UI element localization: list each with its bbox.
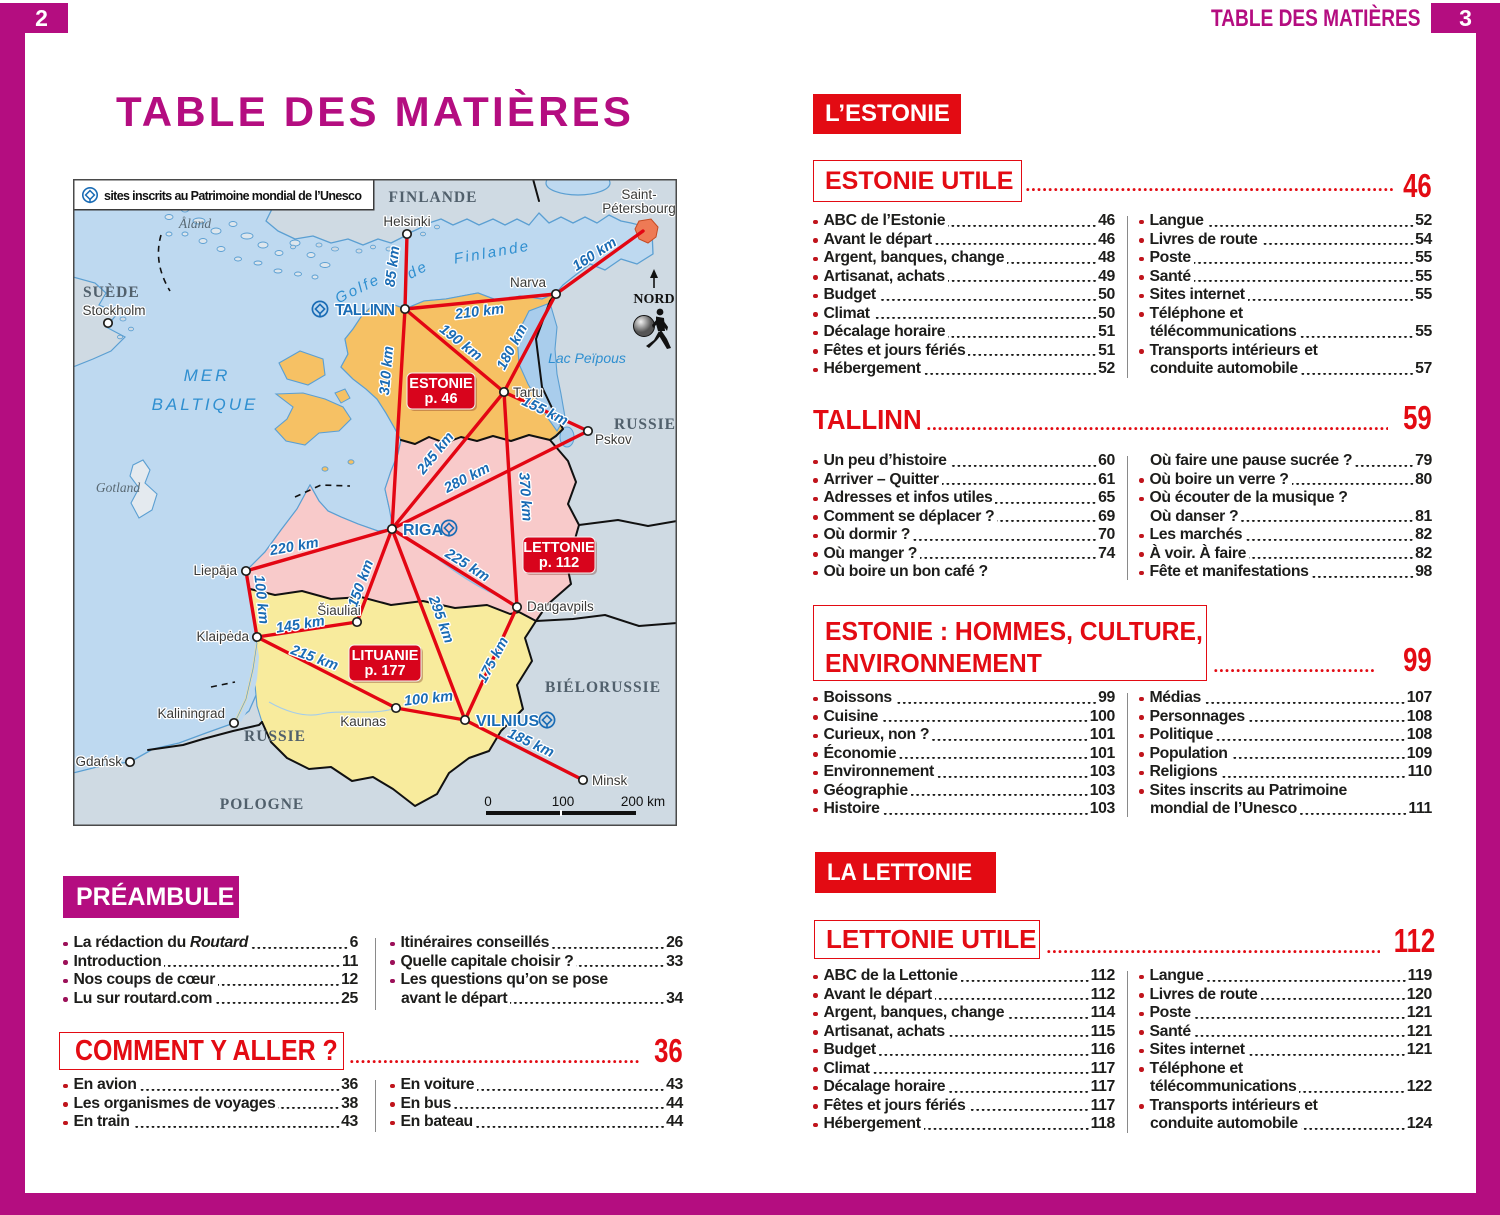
svg-text:Kaunas: Kaunas — [340, 714, 386, 729]
svg-text:0: 0 — [484, 794, 492, 809]
svg-text:BALTIQUE: BALTIQUE — [152, 395, 259, 414]
svg-text:Daugavpils: Daugavpils — [527, 599, 594, 614]
svg-text:Pskov: Pskov — [595, 432, 632, 447]
svg-text:Narva: Narva — [510, 275, 547, 290]
svg-text:Klaipėda: Klaipėda — [196, 629, 249, 644]
svg-text:Helsinki: Helsinki — [383, 214, 430, 229]
svg-text:ESTONIE: ESTONIE — [409, 376, 473, 392]
svg-text:100: 100 — [552, 794, 575, 809]
svg-text:200 km: 200 km — [621, 794, 665, 809]
svg-text:Åland: Åland — [178, 216, 211, 231]
svg-text:Tartu: Tartu — [513, 385, 543, 400]
svg-text:Šiauliai: Šiauliai — [317, 603, 361, 618]
svg-text:FINLANDE: FINLANDE — [389, 189, 478, 206]
svg-text:TALLINN: TALLINN — [335, 302, 395, 319]
svg-text:370 km: 370 km — [515, 472, 534, 522]
svg-text:85 km: 85 km — [383, 245, 404, 288]
svg-text:Kaliningrad: Kaliningrad — [157, 706, 225, 721]
svg-text:LITUANIE: LITUANIE — [352, 648, 419, 664]
svg-text:100 km: 100 km — [403, 688, 454, 709]
svg-text:RUSSIE: RUSSIE — [244, 728, 306, 745]
svg-text:Pétersbourg: Pétersbourg — [602, 201, 676, 216]
svg-text:310 km: 310 km — [377, 345, 397, 395]
svg-text:VILNIUS: VILNIUS — [476, 713, 539, 730]
svg-text:RIGA: RIGA — [403, 522, 443, 539]
svg-text:MER: MER — [184, 366, 231, 385]
svg-text:Saint-: Saint- — [621, 187, 656, 202]
svg-text:100 km: 100 km — [250, 574, 271, 625]
svg-text:NORD: NORD — [633, 292, 674, 307]
svg-text:Minsk: Minsk — [592, 773, 628, 788]
svg-text:POLOGNE: POLOGNE — [220, 796, 305, 813]
svg-text:p. 177: p. 177 — [364, 663, 405, 679]
svg-text:p. 46: p. 46 — [424, 391, 457, 407]
svg-text:LETTONIE: LETTONIE — [523, 540, 595, 556]
svg-text:Gdańsk: Gdańsk — [75, 754, 122, 769]
svg-text:Lac Peïpous: Lac Peïpous — [548, 350, 626, 366]
svg-text:SUÈDE: SUÈDE — [83, 284, 140, 301]
svg-text:Gotland: Gotland — [96, 480, 141, 495]
svg-text:BIÉLORUSSIE: BIÉLORUSSIE — [545, 679, 661, 696]
svg-text:sites inscrits au Patrimoine m: sites inscrits au Patrimoine mondial de … — [104, 189, 362, 203]
svg-text:RUSSIE: RUSSIE — [614, 416, 676, 433]
svg-text:Liepāja: Liepāja — [193, 563, 237, 578]
svg-text:p. 112: p. 112 — [539, 555, 579, 571]
svg-text:Stockholm: Stockholm — [82, 303, 145, 318]
